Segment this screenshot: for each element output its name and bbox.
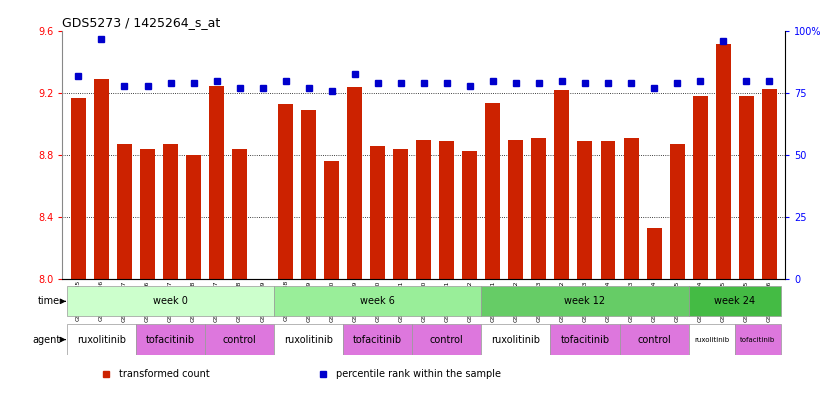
Bar	[623, 138, 638, 279]
Text: ruxolitinib: ruxolitinib	[694, 336, 729, 343]
Text: ruxolitinib: ruxolitinib	[491, 334, 540, 345]
Text: tofacitinib: tofacitinib	[146, 334, 195, 345]
Bar	[481, 325, 550, 355]
Text: week 12: week 12	[564, 296, 606, 307]
Bar	[94, 79, 109, 279]
Text: agent: agent	[32, 334, 60, 345]
Bar	[117, 144, 132, 279]
Text: ruxolitinib: ruxolitinib	[284, 334, 333, 345]
Bar	[532, 138, 547, 279]
Text: tofacitinib: tofacitinib	[353, 334, 402, 345]
Text: tofacitinib: tofacitinib	[560, 334, 610, 345]
Text: week 6: week 6	[361, 296, 396, 307]
Bar	[739, 96, 754, 279]
Bar	[67, 286, 274, 316]
Bar	[440, 141, 455, 279]
Bar	[163, 144, 178, 279]
Bar	[301, 110, 316, 279]
Bar	[71, 98, 86, 279]
Bar	[601, 141, 616, 279]
Bar	[209, 86, 224, 279]
Bar	[232, 149, 247, 279]
Bar	[205, 325, 274, 355]
Text: percentile rank within the sample: percentile rank within the sample	[336, 369, 500, 379]
Text: control: control	[223, 334, 257, 345]
Bar	[509, 140, 524, 279]
Bar	[620, 325, 689, 355]
Text: week 0: week 0	[153, 296, 188, 307]
Text: time: time	[38, 296, 60, 307]
Bar	[324, 162, 339, 279]
Bar	[274, 286, 481, 316]
Bar	[274, 325, 343, 355]
Text: control: control	[637, 334, 671, 345]
Text: transformed count: transformed count	[119, 369, 209, 379]
Bar	[140, 149, 155, 279]
Text: week 24: week 24	[714, 296, 755, 307]
Bar	[343, 325, 412, 355]
Bar	[715, 44, 730, 279]
Bar	[136, 325, 205, 355]
Bar	[578, 141, 593, 279]
Bar	[481, 286, 689, 316]
Text: GDS5273 / 1425264_s_at: GDS5273 / 1425264_s_at	[62, 16, 220, 29]
Bar	[67, 325, 136, 355]
Bar	[278, 104, 293, 279]
Bar	[412, 325, 481, 355]
Bar	[550, 325, 620, 355]
Bar	[689, 286, 780, 316]
Bar	[371, 146, 386, 279]
Bar	[462, 151, 477, 279]
Bar	[647, 228, 661, 279]
Bar	[393, 149, 408, 279]
Text: control: control	[430, 334, 464, 345]
Bar	[485, 103, 500, 279]
Text: tofacitinib: tofacitinib	[740, 336, 775, 343]
Bar	[735, 325, 780, 355]
Bar	[692, 96, 707, 279]
Bar	[689, 325, 735, 355]
Bar	[186, 155, 201, 279]
Bar	[554, 90, 569, 279]
Bar	[762, 89, 777, 279]
Text: ruxolitinib: ruxolitinib	[77, 334, 126, 345]
Bar	[347, 87, 362, 279]
Bar	[670, 144, 685, 279]
Bar	[416, 140, 431, 279]
